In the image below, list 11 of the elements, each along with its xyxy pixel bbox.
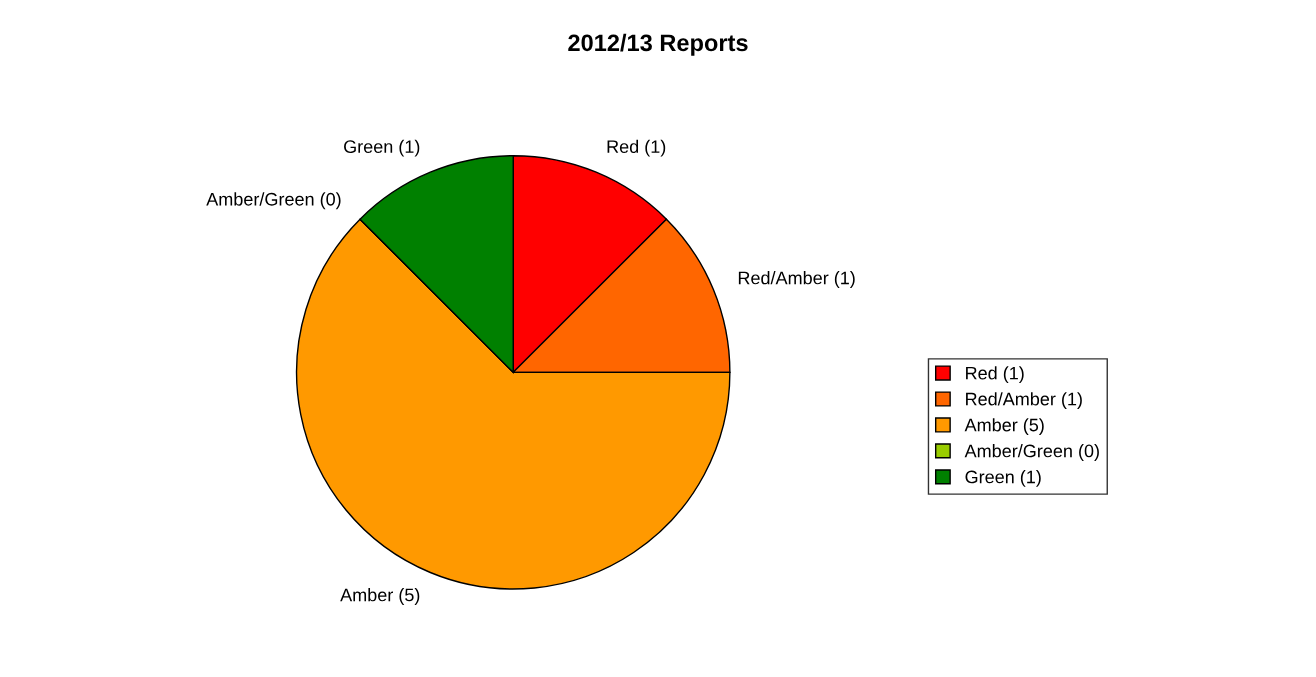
chart-title: 2012/13 Reports	[568, 33, 748, 56]
category-label: Amber/Green (0)	[206, 192, 341, 210]
slice-label: Green (1)	[344, 139, 420, 157]
legend-label: Red (1)	[966, 366, 1024, 384]
legend-label: Amber/Green (0)	[964, 444, 1099, 461]
slice-label: Red/Amber (1)	[738, 271, 855, 288]
legend-label: Green (1)	[965, 470, 1041, 487]
legend-label: Amber (5)	[964, 418, 1044, 435]
legend-label: Red/Amber (1)	[966, 392, 1082, 410]
slice-label: Red (1)	[607, 139, 666, 157]
slice-label: Amber (5)	[340, 588, 420, 605]
